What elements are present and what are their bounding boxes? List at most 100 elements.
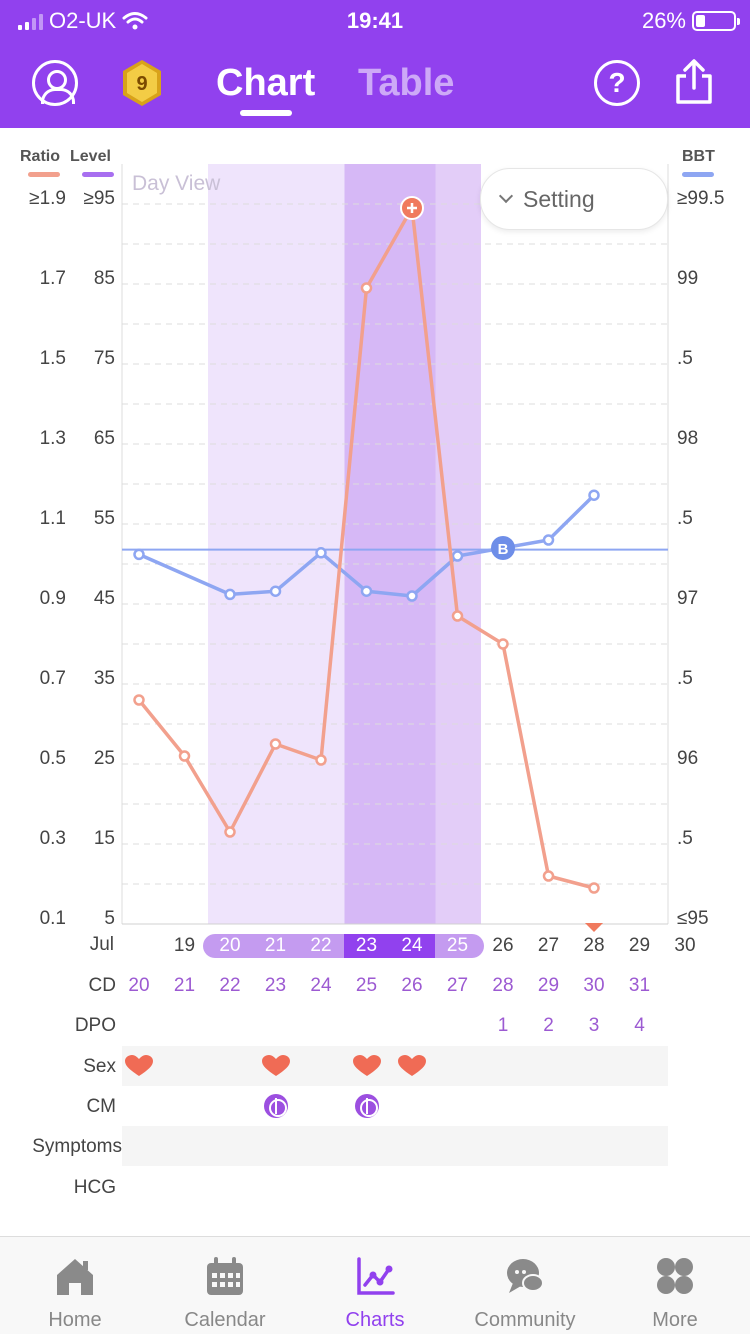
level-tick-label: 5 [104, 908, 115, 929]
ratio-tick-label: 0.3 [39, 828, 66, 849]
tab-charts-label: Charts [345, 1309, 405, 1331]
bbt-point [588, 489, 600, 501]
bbt-tick-label: ≥99.5 [677, 188, 725, 209]
tab-calendar-label: Calendar [184, 1309, 266, 1331]
level-tick-label: 25 [93, 748, 115, 769]
tab-more-label: More [652, 1309, 698, 1331]
bbt-axis-label: BBT [682, 148, 715, 165]
dpo-cell: 4 [634, 1015, 645, 1036]
level-tick-label: 55 [93, 508, 115, 529]
level-tick-label: 15 [93, 828, 115, 849]
symptoms-row-band [122, 1126, 668, 1166]
heart-icon[interactable] [261, 1055, 291, 1077]
nav-bar: 9 Chart Table ? [0, 44, 750, 128]
dpo-cell: 3 [588, 1015, 600, 1036]
level-axis-label: Level [70, 148, 111, 165]
date-cell: 26 [492, 935, 514, 956]
community-icon [507, 1259, 544, 1293]
bbt-point [542, 534, 555, 546]
tab-charts[interactable]: Charts [300, 1237, 450, 1334]
tab-table[interactable]: Table [358, 62, 455, 104]
ratio-point [451, 610, 464, 622]
tab-more[interactable]: More [600, 1237, 750, 1334]
cd-cell: 23 [264, 975, 287, 996]
status-bar: O2-UK 19:41 26% [0, 0, 750, 40]
ratio-point [315, 754, 327, 766]
sex-label: Sex [83, 1056, 116, 1077]
cervical-mucus-icon[interactable] [263, 1094, 288, 1118]
day-view-label[interactable]: Day View [132, 172, 221, 195]
heart-icon[interactable] [124, 1055, 154, 1077]
bbt-point [133, 548, 145, 561]
fertility-chart[interactable]: B [0, 0, 750, 1000]
sex-row-band [122, 1046, 668, 1086]
ratio-tick-label: 0.7 [39, 668, 66, 689]
ovulation-day-band [435, 164, 481, 924]
date-cell: 23 [355, 935, 378, 956]
ratio-point [178, 750, 191, 762]
tab-community-label: Community [474, 1309, 576, 1331]
bbt-tick-label: .5 [677, 348, 693, 369]
wifi-icon [122, 12, 148, 30]
peak-marker-plus [407, 203, 417, 213]
heart-icon[interactable] [397, 1055, 427, 1077]
help-icon[interactable]: ? [594, 60, 640, 106]
home-icon [57, 1259, 93, 1295]
more-icon [657, 1258, 693, 1294]
ratio-tick-label: 1.7 [39, 268, 66, 289]
ratio-tick-label: 0.5 [39, 748, 66, 769]
bbt-point [360, 585, 373, 597]
cd-cell: 28 [492, 975, 514, 996]
share-icon[interactable] [672, 58, 716, 106]
level-tick-label: 65 [93, 428, 115, 449]
ratio-point [133, 694, 145, 706]
cd-cell: 27 [446, 975, 469, 996]
bbt-tick-label: 98 [677, 428, 699, 449]
cervical-mucus-icon[interactable] [354, 1094, 379, 1118]
bbt-point [451, 550, 464, 562]
ratio-tick-label: 1.1 [39, 508, 66, 529]
dpo-cell: 2 [543, 1015, 554, 1036]
date-cell: 28 [583, 935, 605, 956]
month-label: Jul [89, 934, 114, 955]
profile-icon[interactable] [32, 60, 78, 106]
battery: 26% [642, 8, 740, 34]
cd-cell: 30 [583, 975, 605, 996]
cd-cell: 26 [401, 975, 423, 996]
setting-button[interactable]: Setting [480, 168, 668, 230]
cd-label: CD [88, 975, 116, 996]
ratio-point [542, 870, 555, 882]
cd-cell: 31 [628, 975, 651, 996]
badge-value: 9 [136, 73, 147, 95]
ratio-tick-label: 1.5 [39, 348, 66, 369]
symptoms-label: Symptoms [32, 1136, 122, 1157]
bbt-point [224, 588, 236, 601]
date-cell: 30 [674, 935, 696, 956]
tab-home[interactable]: Home [0, 1237, 150, 1334]
peak-window-bar [343, 934, 435, 958]
date-cell: 19 [173, 935, 196, 956]
bbt-tick-label: 96 [677, 748, 699, 769]
setting-label: Setting [523, 185, 595, 212]
header-bar: O2-UK 19:41 26% 9 Chart Table ? [0, 0, 750, 128]
bbt-line [138, 493, 596, 598]
hcg-label: HCG [73, 1177, 116, 1198]
signal-icon [18, 12, 43, 30]
cm-label: CM [86, 1096, 116, 1117]
level-badge-icon[interactable]: 9 [120, 58, 164, 108]
tab-community[interactable]: Community [450, 1237, 600, 1334]
level-tick-label: 35 [93, 668, 115, 689]
ratio-tick-label: 0.1 [39, 908, 66, 929]
bbt-tick-label: 97 [677, 588, 699, 609]
bbt-tick-label: ≤95 [677, 908, 709, 929]
ratio-axis-label: Ratio [20, 148, 60, 165]
heart-icon[interactable] [352, 1055, 382, 1077]
level-tick-label: 45 [93, 588, 115, 609]
dpo-cell: 1 [497, 1015, 509, 1036]
ratio-point [224, 826, 236, 838]
tab-calendar[interactable]: Calendar [150, 1237, 300, 1334]
tab-chart[interactable]: Chart [216, 62, 316, 104]
date-cell: 22 [310, 935, 332, 956]
period-marker-icon [585, 923, 603, 932]
cd-cell: 22 [219, 975, 241, 996]
